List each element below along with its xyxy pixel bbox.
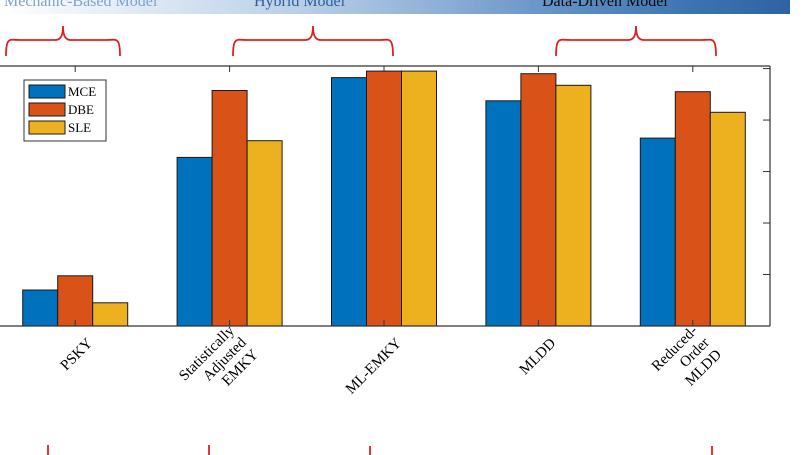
- bar-dbe-0: [57, 275, 94, 327]
- top-brace-1: [232, 25, 394, 57]
- legend-label-sle: SLE: [68, 120, 91, 135]
- bar-sle-0: [92, 302, 129, 327]
- bar-mce-2: [331, 77, 367, 327]
- chart-legend: MCE DBE SLE: [23, 79, 107, 142]
- x-tick-label-0: PSKY: [58, 335, 97, 374]
- legend-swatch-dbe: [28, 102, 66, 117]
- legend-label-dbe: DBE: [68, 102, 94, 117]
- model-category-banner: Mechanic-Based Model Hybrid Model Data-D…: [0, 0, 790, 14]
- bar-mce-0: [22, 289, 59, 327]
- x-tick-label-3: MLDD: [517, 335, 560, 378]
- bar-dbe-4: [674, 91, 711, 327]
- x-tick-label-line: PSKY: [58, 335, 97, 374]
- banner-label-data-driven: Data-Driven Model: [542, 0, 668, 10]
- bar-sle-3: [555, 84, 592, 327]
- x-tick-label-line: ML-EMKY: [343, 335, 405, 397]
- bar-mce-4: [639, 137, 676, 327]
- bar-dbe-1: [211, 90, 248, 327]
- bar-sle-4: [709, 111, 746, 327]
- bar-mce-3: [485, 100, 522, 327]
- legend-swatch-mce: [28, 84, 66, 99]
- top-brace-group: [5, 25, 717, 57]
- bar-sle-2: [401, 70, 437, 327]
- top-brace-0: [5, 25, 121, 57]
- bottom-brace-marks: [47, 445, 713, 455]
- bar-mce-1: [176, 156, 213, 327]
- x-tick-label-2: ML-EMKY: [343, 335, 405, 397]
- bar-dbe-3: [520, 73, 557, 327]
- bar-dbe-2: [366, 70, 402, 327]
- top-brace-2: [555, 25, 717, 57]
- legend-swatch-sle: [28, 120, 66, 135]
- banner-label-mechanic-based: Mechanic-Based Model: [4, 0, 158, 10]
- legend-label-mce: MCE: [68, 84, 96, 99]
- bar-group: [22, 70, 746, 327]
- x-tick-label-line: MLDD: [517, 335, 560, 378]
- bar-sle-1: [246, 140, 283, 327]
- banner-label-hybrid: Hybrid Model: [254, 0, 346, 10]
- chart-axes: [0, 65, 771, 327]
